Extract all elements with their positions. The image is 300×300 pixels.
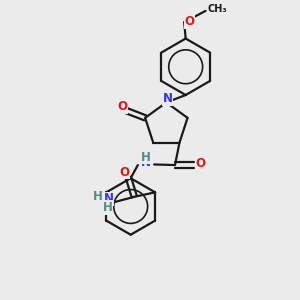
Text: N: N — [104, 192, 114, 205]
Text: N: N — [163, 92, 173, 105]
Text: O: O — [117, 100, 127, 113]
Text: H: H — [141, 151, 151, 164]
Text: H: H — [93, 190, 103, 203]
Text: O: O — [195, 158, 205, 170]
Text: CH₃: CH₃ — [208, 4, 228, 14]
Text: O: O — [184, 15, 194, 28]
Text: N: N — [141, 157, 151, 169]
Text: H: H — [103, 201, 112, 214]
Text: O: O — [120, 166, 130, 178]
